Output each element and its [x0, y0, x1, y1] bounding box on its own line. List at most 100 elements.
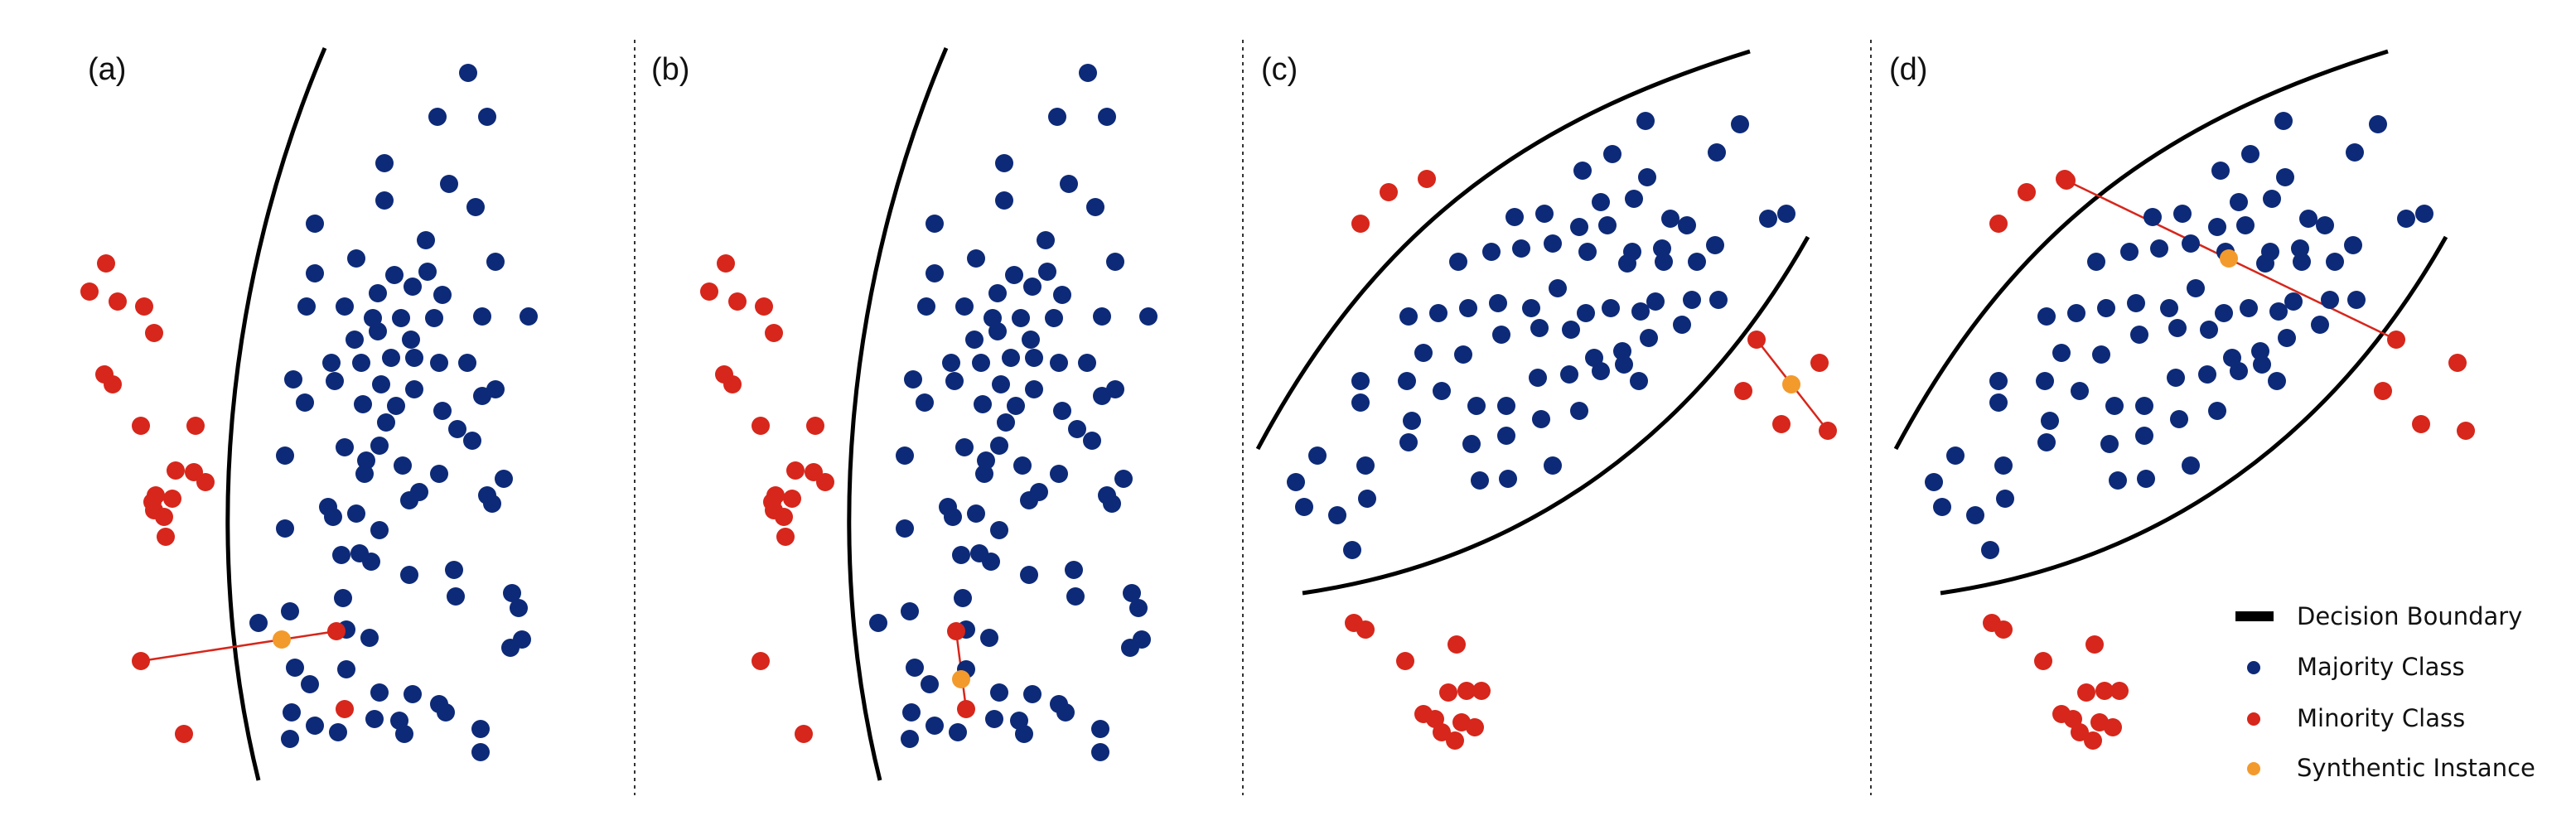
majority-point-d [2321, 291, 2339, 309]
majority-point-b [1025, 380, 1043, 398]
minority-point-c [1351, 215, 1370, 233]
majority-point-a [370, 683, 389, 702]
majority-point-d [2100, 435, 2119, 453]
decision-boundary-d-upper [1893, 49, 2389, 451]
minority-point-a [143, 493, 162, 511]
minority-point-a [132, 652, 150, 670]
majority-point-b [1023, 278, 1042, 296]
minority-point-a [186, 417, 205, 435]
majority-point-b [990, 683, 1008, 702]
majority-point-b [906, 659, 924, 677]
majority-point-d [2274, 112, 2293, 130]
majority-point-a [276, 519, 294, 538]
majority-point-a [347, 504, 365, 523]
majority-point-c [1631, 302, 1650, 321]
majority-point-c [1615, 355, 1633, 374]
legend-majority-swatch [2247, 661, 2260, 674]
majority-point-d [2236, 216, 2255, 234]
minority-point-b [765, 324, 783, 342]
majority-point-b [896, 446, 914, 465]
majority-point-b [1023, 685, 1042, 703]
majority-point-d [2397, 210, 2415, 228]
decision-boundary-d-lower [1940, 235, 2448, 596]
synthetic-point-a [273, 630, 291, 649]
majority-point-c [1462, 435, 1481, 453]
majority-point-d [2251, 342, 2269, 360]
majority-point-c [1636, 112, 1655, 130]
majority-point-b [988, 322, 1007, 340]
majority-point-b [954, 589, 972, 607]
majority-point-c [1570, 218, 1588, 236]
majority-point-d [2326, 253, 2344, 271]
minority-point-b [700, 282, 718, 301]
majority-point-a [362, 553, 380, 571]
minority-point-a [167, 461, 185, 480]
majority-point-c [1708, 143, 1726, 162]
majority-point-a [284, 370, 302, 389]
majority-point-b [955, 297, 974, 316]
majority-point-a [329, 723, 347, 741]
majority-point-d [2284, 292, 2303, 311]
majority-point-c [1356, 456, 1375, 475]
majority-point-b [1012, 309, 1030, 327]
majority-point-c [1613, 342, 1631, 360]
synthetic-point-c [1782, 375, 1800, 393]
majority-point-a [281, 602, 299, 620]
majority-point-b [1048, 108, 1066, 126]
majority-point-d [2135, 397, 2153, 415]
majority-point-d [2346, 143, 2364, 162]
majority-point-b [985, 710, 1003, 728]
majority-point-c [1630, 372, 1648, 390]
majority-point-c [1592, 362, 1610, 380]
minority-point-c [1747, 331, 1766, 349]
majority-point-b [896, 519, 914, 538]
majority-point-a [306, 264, 324, 282]
majority-point-a [296, 393, 314, 412]
majority-point-b [1133, 630, 1151, 649]
legend-synthetic-label: Synthentic Instance [2297, 754, 2535, 782]
majority-point-a [319, 498, 337, 516]
minority-point-d [2448, 354, 2467, 372]
majority-point-b [1065, 561, 1083, 579]
majority-point-a [390, 712, 408, 730]
majority-point-d [2052, 344, 2071, 362]
majority-point-d [2037, 433, 2056, 451]
decision-boundary-a [225, 47, 327, 781]
majority-point-d [2316, 216, 2334, 234]
majority-point-b [974, 395, 992, 413]
majority-point-a [437, 703, 455, 722]
majority-point-c [1625, 190, 1643, 208]
majority-point-c [1492, 326, 1510, 344]
majority-point-a [382, 349, 400, 367]
majority-point-c [1562, 321, 1580, 339]
majority-point-a [503, 584, 521, 602]
majority-point-c [1328, 506, 1346, 524]
minority-point-c [1356, 620, 1375, 639]
majority-point-b [1093, 387, 1111, 405]
majority-point-c [1459, 299, 1477, 317]
majority-point-c [1505, 208, 1524, 226]
minority-point-c [1433, 723, 1451, 741]
majority-point-d [2344, 236, 2362, 254]
majority-point-a [352, 354, 370, 372]
minority-point-b [795, 725, 813, 743]
majority-point-b [1038, 263, 1056, 281]
majority-point-d [2109, 471, 2127, 490]
majority-point-c [1429, 304, 1447, 322]
majority-point-b [995, 191, 1013, 210]
majority-point-c [1673, 316, 1691, 334]
majority-point-c [1351, 372, 1370, 390]
majority-point-c [1398, 372, 1416, 390]
minority-point-a [157, 528, 175, 546]
minority-point-a [163, 490, 181, 508]
majority-point-b [901, 730, 919, 748]
majority-point-c [1454, 345, 1472, 364]
majority-point-a [471, 743, 490, 761]
majority-point-d [2293, 253, 2311, 271]
minority-point-b [957, 700, 975, 718]
minority-point-b [816, 473, 834, 491]
majority-point-b [988, 284, 1007, 302]
majority-point-c [1308, 446, 1327, 465]
minority-point-a [132, 417, 150, 435]
majority-point-b [1093, 307, 1111, 326]
